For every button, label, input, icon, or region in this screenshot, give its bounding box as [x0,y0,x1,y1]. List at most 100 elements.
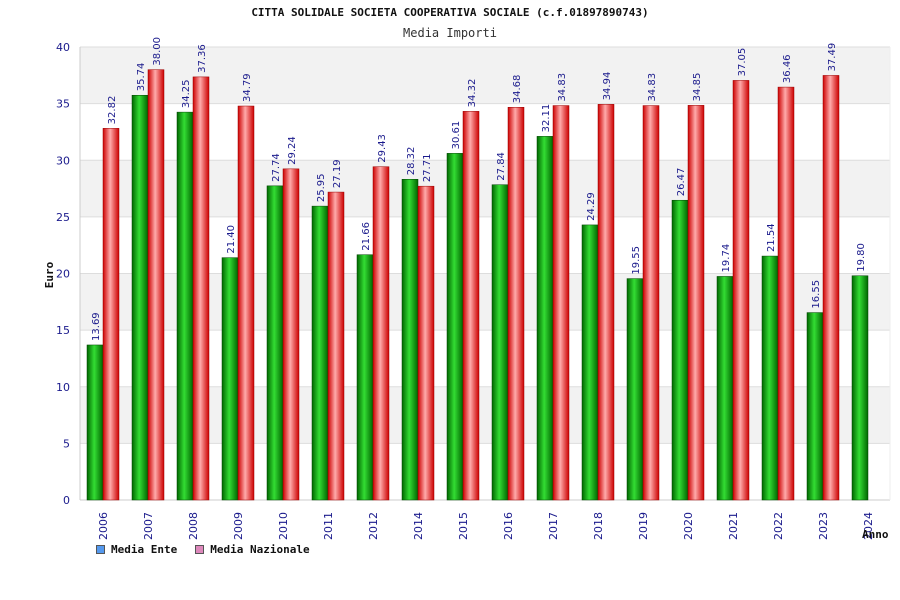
bar-media-ente-2015 [446,153,464,501]
data-label-media-nazionale-2010: 29.24 [287,136,298,165]
y-tick-label: 5 [63,437,70,450]
x-tick-label-2011: 2011 [322,512,335,540]
grid-band [80,386,890,444]
legend-swatch-media-ente [96,545,105,554]
data-label-media-nazionale-2023: 37.49 [827,43,838,72]
legend: Media Ente Media Nazionale [96,543,310,556]
data-label-media-ente-2019: 19.55 [631,246,642,275]
x-tick-label-2019: 2019 [637,512,650,540]
y-tick-label: 40 [56,41,70,54]
data-label-media-ente-2009: 21.40 [226,225,237,254]
x-tick-label-2008: 2008 [187,512,200,540]
data-label-media-ente-2008: 34.25 [181,79,192,108]
legend-item-media-nazionale: Media Nazionale [195,543,310,556]
x-tick-label-2020: 2020 [682,512,695,540]
bar-media-nazionale-2019 [642,105,660,501]
data-label-media-ente-2018: 24.29 [586,192,597,221]
x-tick-label-2017: 2017 [547,512,560,540]
data-label-media-ente-2012: 21.66 [361,222,372,251]
data-label-media-nazionale-2021: 37.05 [737,48,748,77]
y-tick-label: 15 [56,324,70,337]
bar-media-ente-2016 [491,184,509,501]
grid-band [80,443,890,500]
bar-media-nazionale-2011 [327,191,345,501]
x-tick-label-2007: 2007 [142,512,155,540]
data-label-media-ente-2007: 35.74 [136,63,147,92]
chart-subtitle: Media Importi [403,26,497,40]
data-label-media-ente-2021: 19.74 [721,244,732,273]
x-tick-label-2023: 2023 [817,512,830,540]
y-tick-label: 35 [56,98,70,111]
data-label-media-ente-2024: 19.80 [856,243,867,272]
bar-media-ente-2021 [716,276,734,501]
x-axis-label: Anno [862,528,889,541]
x-tick-label-2006: 2006 [97,512,110,540]
data-label-media-ente-2023: 16.55 [811,280,822,309]
bar-media-nazionale-2015 [462,111,480,501]
y-tick-label: 25 [56,211,70,224]
data-label-media-nazionale-2017: 34.83 [557,73,568,102]
bar-media-nazionale-2023 [822,75,840,501]
data-label-media-nazionale-2009: 34.79 [242,73,253,102]
data-label-media-ente-2006: 13.69 [91,312,102,341]
bar-media-ente-2018 [581,224,599,501]
y-tick-label: 10 [56,381,70,394]
bar-media-nazionale-2012 [372,166,390,501]
x-tick-label-2010: 2010 [277,512,290,540]
x-tick-label-2014: 2014 [412,512,425,540]
y-tick-label: 20 [56,268,70,281]
legend-label-media-nazionale: Media Nazionale [210,543,310,556]
bar-media-ente-2023 [806,312,824,501]
grid-band [80,160,890,217]
data-label-media-ente-2014: 28.32 [406,147,417,176]
bar-media-nazionale-2020 [687,105,705,501]
bar-media-nazionale-2018 [597,104,615,501]
data-label-media-ente-2017: 32.11 [541,104,552,133]
bar-media-ente-2024 [851,275,869,501]
bar-media-ente-2009 [221,257,239,501]
x-tick-label-2021: 2021 [727,512,740,540]
bar-media-ente-2022 [761,255,779,501]
bar-media-nazionale-2007 [147,69,165,501]
data-label-media-ente-2022: 21.54 [766,223,777,252]
chart-title: CITTA SOLIDALE SOCIETA COOPERATIVA SOCIA… [251,6,649,19]
legend-item-media-ente: Media Ente [96,543,177,556]
grid-band [80,216,890,274]
data-label-media-nazionale-2011: 27.19 [332,159,343,188]
data-label-media-nazionale-2007: 38.00 [152,37,163,66]
bar-media-ente-2011 [311,205,329,501]
y-axis-label: Euro [43,261,56,288]
x-tick-label-2015: 2015 [457,512,470,540]
bar-media-ente-2014 [401,179,419,501]
x-tick-label-2016: 2016 [502,512,515,540]
bar-media-ente-2007 [131,94,149,501]
grid-band [80,47,890,104]
x-tick-label-2022: 2022 [772,512,785,540]
data-label-media-ente-2011: 25.95 [316,173,327,202]
bar-media-nazionale-2017 [552,105,570,501]
bar-media-nazionale-2016 [507,106,525,501]
grid-band [80,103,890,161]
bar-media-nazionale-2006 [102,128,120,501]
bar-media-ente-2010 [266,185,284,501]
bar-media-ente-2017 [536,136,554,501]
bar-media-nazionale-2014 [417,185,435,501]
x-tick-label-2012: 2012 [367,512,380,540]
data-label-media-ente-2020: 26.47 [676,168,687,197]
data-label-media-nazionale-2020: 34.85 [692,73,703,102]
legend-label-media-ente: Media Ente [111,543,178,556]
data-label-media-ente-2016: 27.84 [496,152,507,181]
bar-media-nazionale-2008 [192,76,210,501]
data-label-media-nazionale-2014: 27.71 [422,154,433,183]
data-label-media-nazionale-2018: 34.94 [602,72,613,101]
bar-media-nazionale-2010 [282,168,300,501]
data-label-media-ente-2015: 30.61 [451,121,462,150]
grid-band [80,330,890,387]
legend-swatch-media-nazionale [195,545,205,554]
y-tick-label: 0 [63,494,70,507]
data-label-media-nazionale-2012: 29.43 [377,134,388,163]
bar-media-ente-2019 [626,278,644,501]
bar-media-ente-2008 [176,111,194,501]
data-label-media-nazionale-2016: 34.68 [512,75,523,104]
